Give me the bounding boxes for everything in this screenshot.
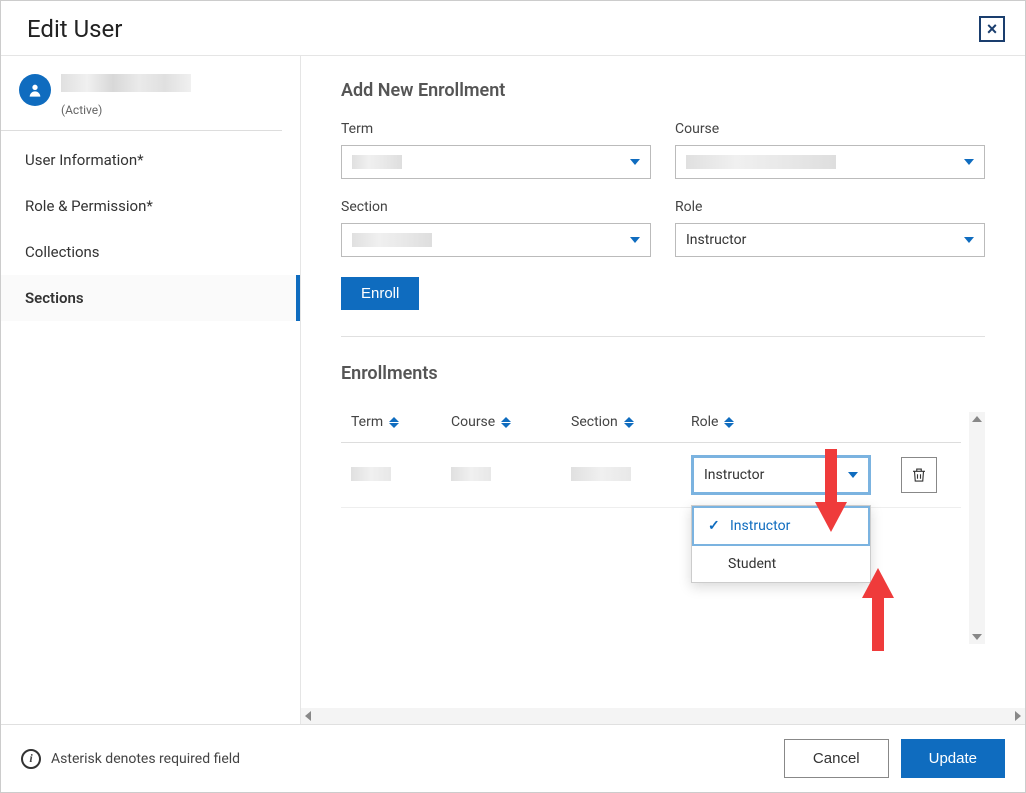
cell-term [351,466,451,485]
cancel-button[interactable]: Cancel [784,739,889,778]
col-role-label: Role [691,414,718,430]
section-label: Section [341,199,651,215]
person-icon [27,82,43,98]
check-icon: ✓ [708,518,722,534]
term-select[interactable] [341,145,651,179]
dropdown-option-label: Instructor [730,518,790,534]
col-course-label: Course [451,414,495,430]
add-enrollment-title: Add New Enrollment [341,80,985,101]
close-icon: × [987,19,998,40]
enrollments-title: Enrollments [341,363,985,384]
sort-icon [501,417,511,428]
cell-course [451,466,571,485]
add-enrollment-form: Term Course Section [341,121,985,257]
chevron-down-icon [964,237,974,243]
enroll-button[interactable]: Enroll [341,277,419,310]
annotation-arrow-down [811,444,851,534]
course-select[interactable] [675,145,985,179]
footer-note: i Asterisk denotes required field [21,749,240,769]
modal-body: (Active) User Information* Role & Permis… [1,56,1025,724]
col-header-role[interactable]: Role [691,414,901,430]
col-term-label: Term [351,414,383,430]
course-value-redacted [686,155,836,169]
scroll-left-icon [305,711,311,721]
col-section-label: Section [571,414,618,430]
trash-icon [910,466,928,484]
term-value-redacted [352,155,402,169]
vertical-scrollbar[interactable] [969,412,985,644]
cell-section [571,466,691,485]
content-area: Add New Enrollment Term Course [301,56,1025,724]
section-value-redacted [352,233,432,247]
term-group: Term [341,121,651,179]
role-value: Instructor [686,232,746,248]
section-select[interactable] [341,223,651,257]
sort-icon [624,417,634,428]
cell-role: Instructor ✓ Instructor Student [691,455,901,495]
role-select[interactable]: Instructor [675,223,985,257]
role-label: Role [675,199,985,215]
update-button[interactable]: Update [901,739,1005,778]
course-cell-redacted [451,467,491,481]
info-icon: i [21,749,41,769]
chevron-down-icon [630,237,640,243]
modal-footer: i Asterisk denotes required field Cancel… [1,724,1025,792]
course-label: Course [675,121,985,137]
col-header-actions [901,414,951,430]
sidebar-item-role-permission[interactable]: Role & Permission* [1,183,300,229]
scroll-right-icon [1015,711,1021,721]
sidebar: (Active) User Information* Role & Permis… [1,56,301,724]
dropdown-option-label: Student [728,556,776,572]
term-cell-redacted [351,467,391,481]
col-header-course[interactable]: Course [451,414,571,430]
col-header-section[interactable]: Section [571,414,691,430]
table-row: Instructor ✓ Instructor Student [341,443,961,508]
term-label: Term [341,121,651,137]
horizontal-scrollbar[interactable] [301,708,1025,724]
sort-icon [724,417,734,428]
delete-button[interactable] [901,457,937,493]
course-group: Course [675,121,985,179]
user-status: (Active) [61,103,102,117]
section-group: Section [341,199,651,257]
chevron-down-icon [964,159,974,165]
section-cell-redacted [571,467,631,481]
cell-actions [901,457,951,493]
sidebar-item-collections[interactable]: Collections [1,229,300,275]
close-button[interactable]: × [979,16,1005,42]
dropdown-option-student[interactable]: Student [692,546,870,582]
row-role-value: Instructor [704,467,764,483]
user-name-redacted [61,74,191,92]
sidebar-item-user-information[interactable]: User Information* [1,137,300,183]
annotation-arrow-up [858,566,898,656]
table-header: Term Course Section Role [341,404,961,443]
modal-title: Edit User [27,15,122,43]
role-group: Role Instructor [675,199,985,257]
chevron-down-icon [630,159,640,165]
col-header-term[interactable]: Term [351,414,451,430]
edit-user-modal: Edit User × (Active) User Information* R… [1,1,1025,792]
sort-icon [389,417,399,428]
footer-note-text: Asterisk denotes required field [51,751,240,767]
sidebar-item-sections[interactable]: Sections [1,275,300,321]
avatar [19,74,51,106]
modal-header: Edit User × [1,1,1025,56]
footer-buttons: Cancel Update [784,739,1005,778]
user-block: (Active) [1,74,282,131]
user-text: (Active) [61,74,264,118]
divider [341,336,985,337]
